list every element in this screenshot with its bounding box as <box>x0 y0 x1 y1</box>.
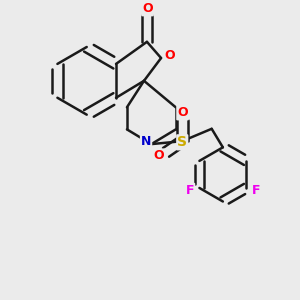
Text: F: F <box>186 184 194 197</box>
Text: S: S <box>177 135 187 149</box>
Text: N: N <box>141 135 151 148</box>
Text: F: F <box>251 184 260 197</box>
Text: O: O <box>142 2 153 15</box>
Text: O: O <box>165 49 175 62</box>
Text: O: O <box>154 149 164 162</box>
Text: O: O <box>177 106 188 119</box>
